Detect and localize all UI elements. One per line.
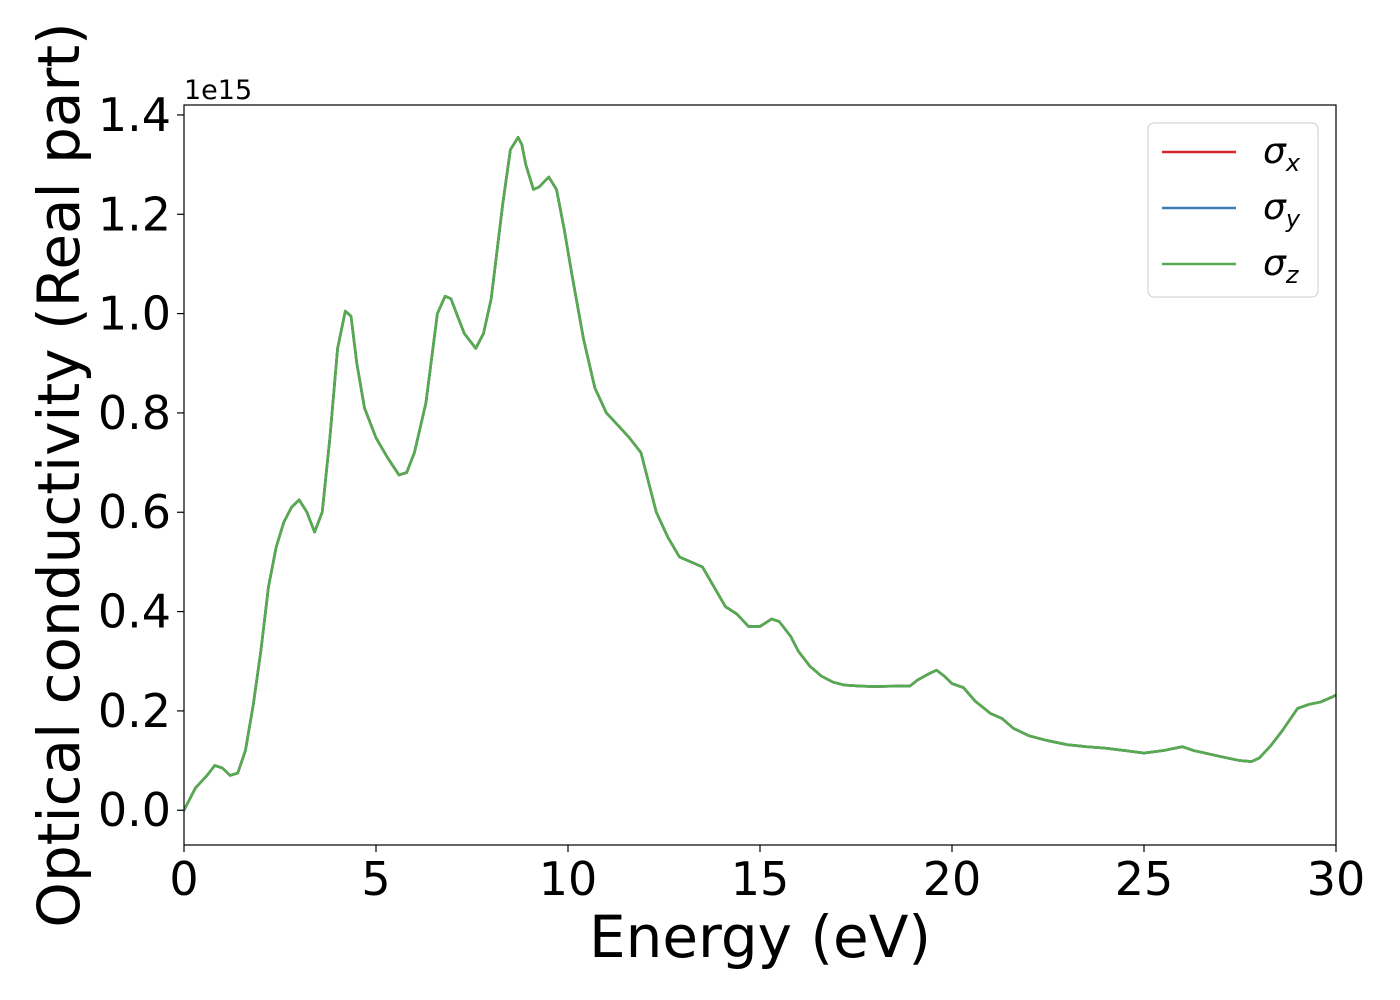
legend-label: σz	[1263, 243, 1300, 289]
x-tick-label: 20	[923, 852, 982, 906]
y-tick-label: 1.2	[98, 187, 171, 241]
x-tick-label: 25	[1115, 852, 1174, 906]
x-axis-ticks: 0 5 10 15 20 25 30	[169, 845, 1365, 906]
y-axis-ticks: 0.0 0.2 0.4 0.6 0.8 1.0 1.2 1.4	[98, 88, 184, 837]
legend-label: σy	[1263, 187, 1301, 233]
y-tick-label: 0.0	[98, 783, 171, 837]
y-tick-label: 0.2	[98, 684, 171, 738]
series-line-z	[184, 136, 1336, 812]
legend-item-x: σx	[1162, 131, 1301, 177]
legend: σx σy σz	[1147, 122, 1319, 298]
y-axis-title: Optical conductivity (Real part)	[25, 22, 93, 927]
y-tick-label: 0.6	[98, 485, 171, 539]
series-layer	[184, 136, 1336, 812]
legend-box	[1147, 122, 1319, 298]
y-tick-label: 1.4	[98, 88, 171, 142]
x-tick-label: 30	[1307, 852, 1366, 906]
x-tick-label: 5	[361, 852, 390, 906]
y-tick-label: 1.0	[98, 287, 171, 341]
legend-item-z: σz	[1162, 243, 1300, 289]
x-tick-label: 10	[539, 852, 598, 906]
y-tick-label: 0.4	[98, 585, 171, 639]
legend-items: σx σy σz	[1162, 131, 1301, 289]
y-tick-label: 0.8	[98, 386, 171, 440]
legend-label: σx	[1263, 131, 1301, 177]
legend-item-y: σy	[1162, 187, 1301, 233]
x-tick-label: 15	[731, 852, 790, 906]
y-axis-offset-text: 1e15	[184, 75, 252, 106]
x-axis-title: Energy (eV)	[589, 903, 931, 971]
x-tick-label: 0	[169, 852, 198, 906]
